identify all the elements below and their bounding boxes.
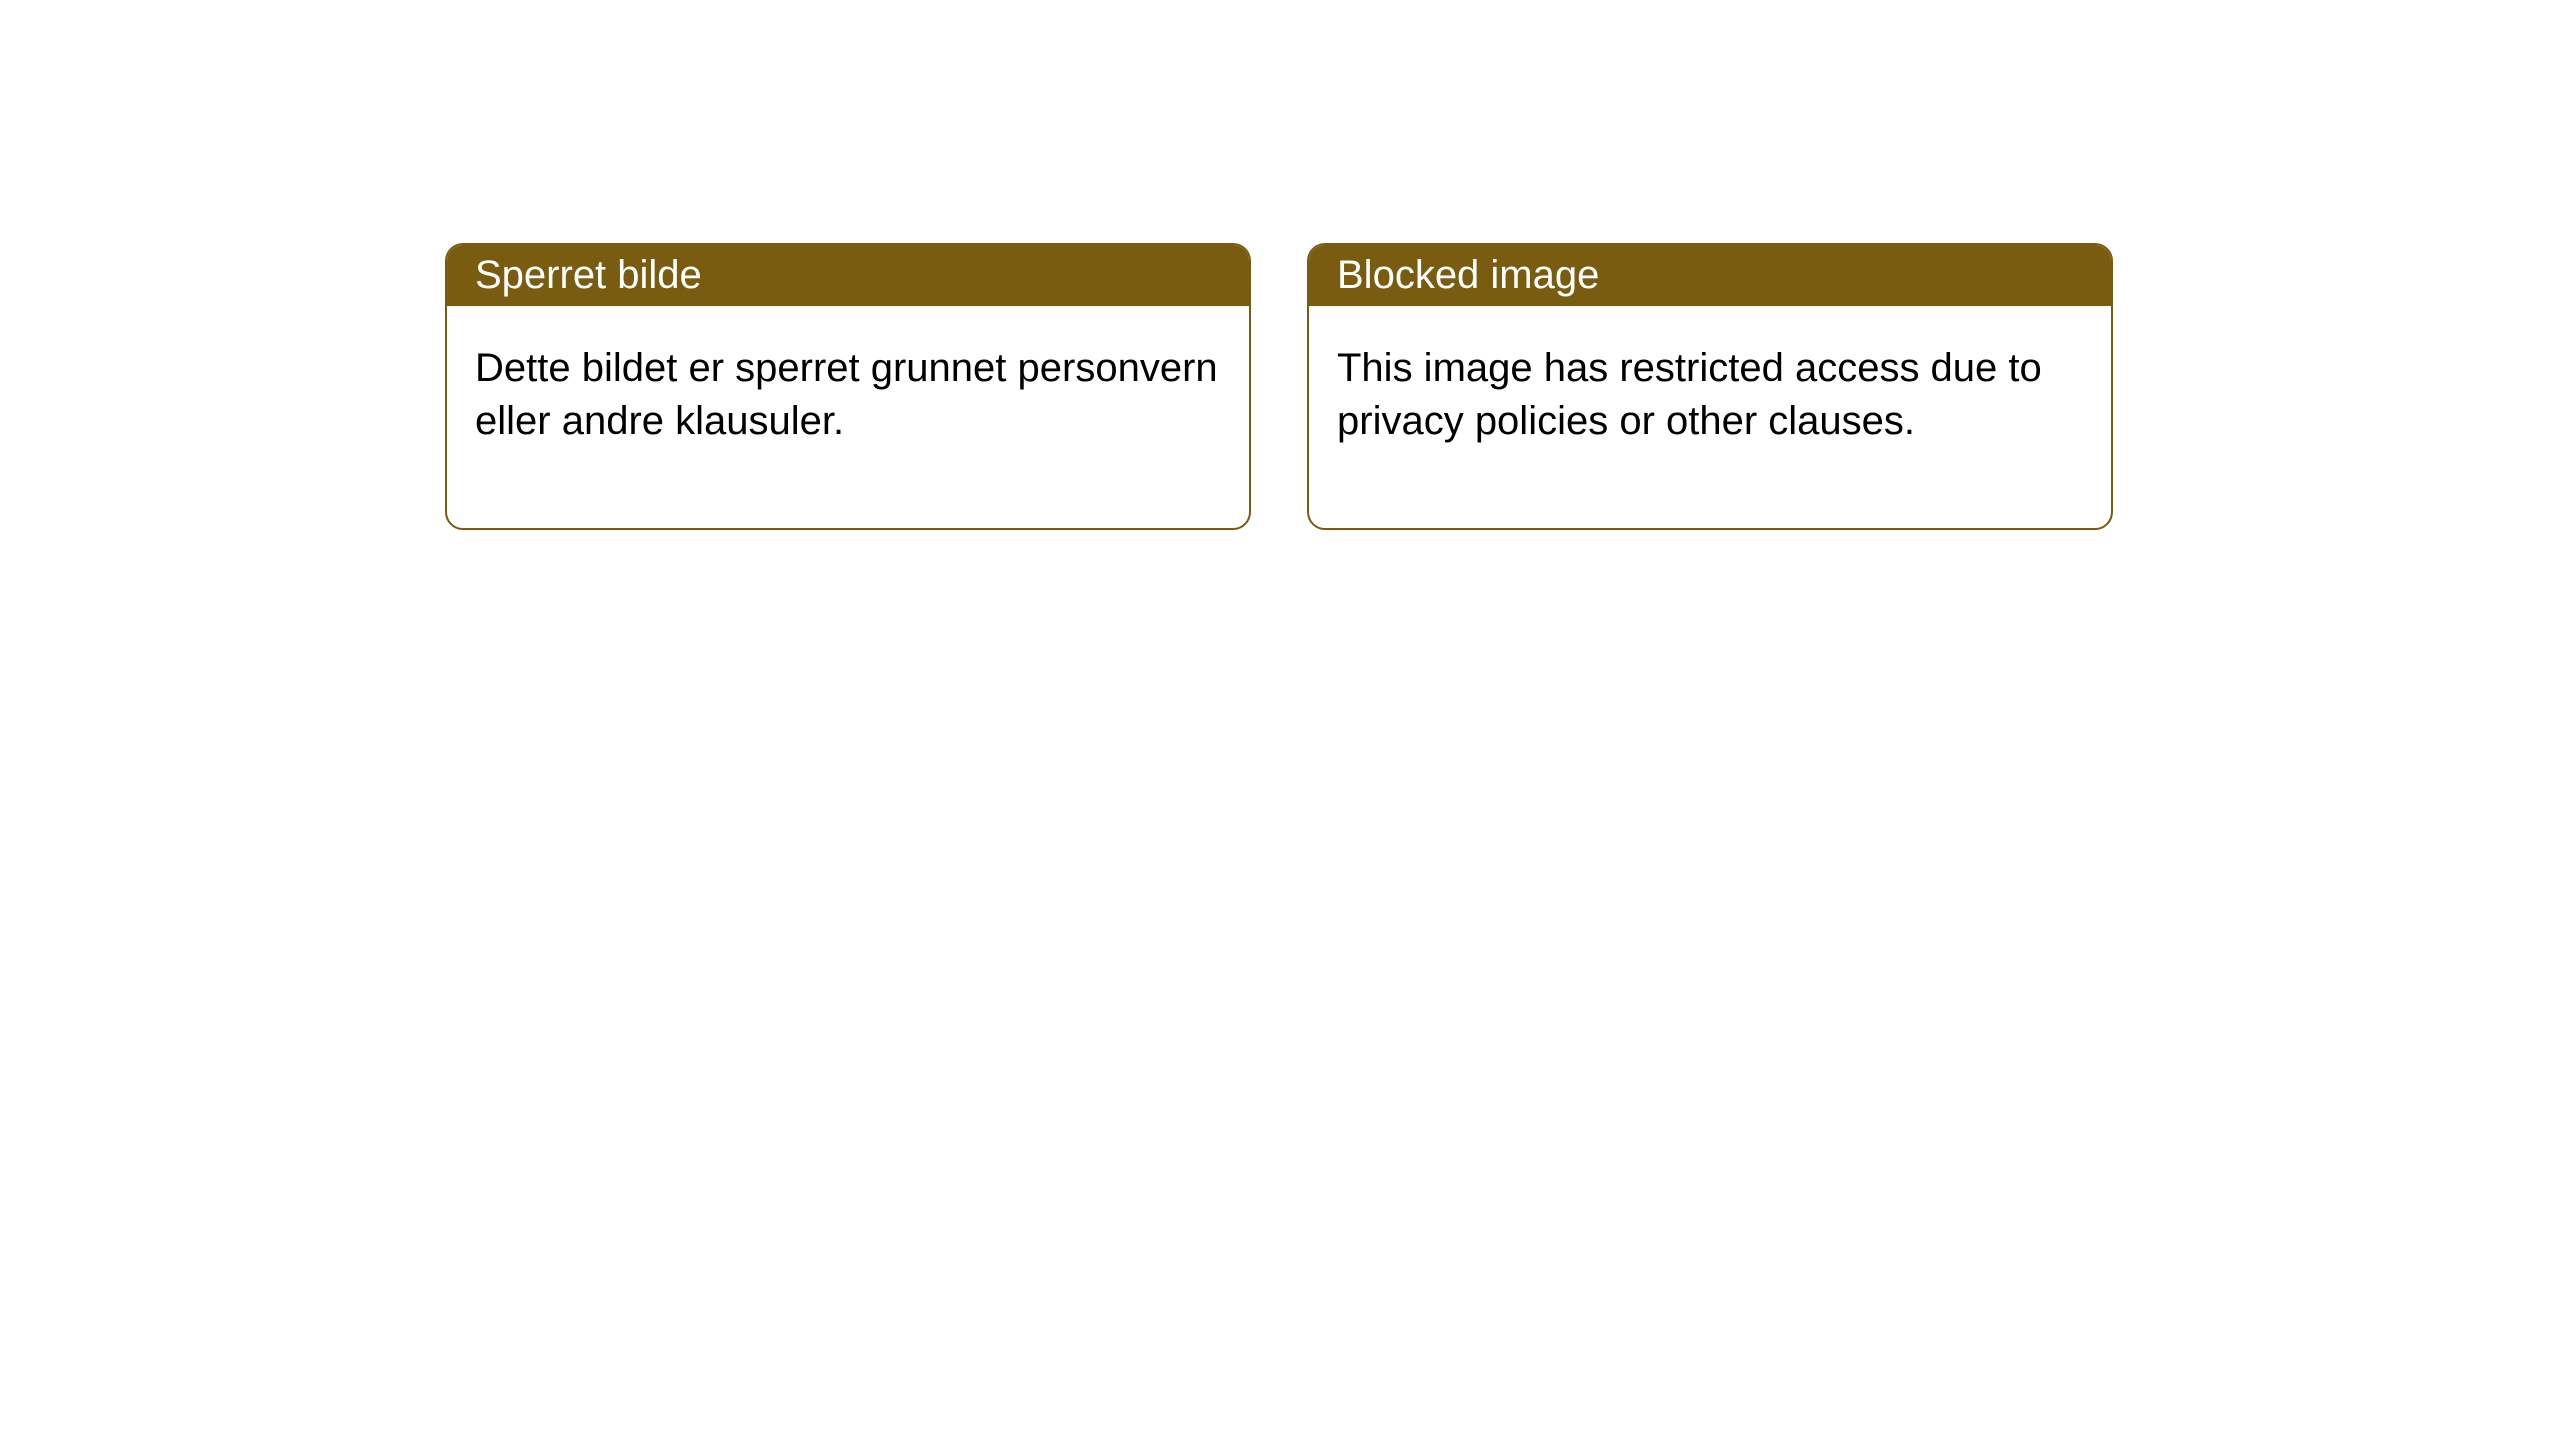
notice-header: Sperret bilde [447, 245, 1249, 306]
notice-text: This image has restricted access due to … [1337, 346, 2042, 443]
notice-box-norwegian: Sperret bilde Dette bildet er sperret gr… [445, 243, 1251, 530]
notice-body: This image has restricted access due to … [1309, 306, 2111, 528]
notice-box-english: Blocked image This image has restricted … [1307, 243, 2113, 530]
notice-text: Dette bildet er sperret grunnet personve… [475, 346, 1218, 443]
notice-header: Blocked image [1309, 245, 2111, 306]
notice-title: Sperret bilde [475, 253, 702, 297]
notice-body: Dette bildet er sperret grunnet personve… [447, 306, 1249, 528]
notice-title: Blocked image [1337, 253, 1599, 297]
notice-container: Sperret bilde Dette bildet er sperret gr… [445, 243, 2113, 530]
